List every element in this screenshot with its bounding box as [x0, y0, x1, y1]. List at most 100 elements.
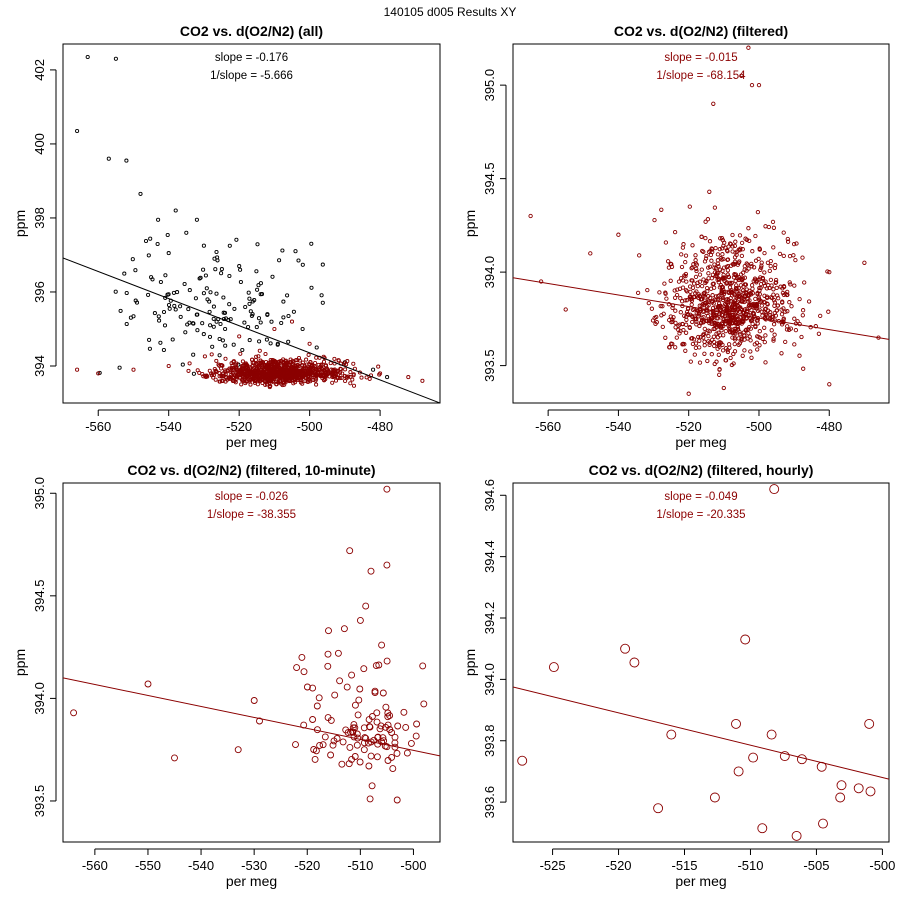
data-point	[281, 299, 286, 304]
data-point	[147, 337, 152, 342]
data-point	[770, 219, 776, 225]
y-tick-label: 393.5	[482, 349, 497, 382]
data-point	[750, 249, 755, 254]
data-point	[736, 260, 741, 265]
data-point	[704, 285, 710, 291]
data-point	[413, 720, 421, 728]
data-point	[248, 365, 253, 370]
data-point	[739, 240, 745, 246]
data-point	[714, 272, 719, 277]
data-point	[781, 284, 787, 289]
data-point	[753, 296, 758, 302]
data-point	[696, 334, 701, 340]
data-point	[394, 722, 402, 730]
data-point	[694, 268, 699, 274]
data-point	[215, 258, 220, 263]
plot-frame	[62, 43, 441, 404]
data-point	[707, 320, 712, 326]
data-point	[802, 280, 807, 285]
data-point	[684, 309, 690, 315]
data-point	[213, 377, 218, 382]
data-point	[735, 325, 740, 330]
data-point	[690, 265, 695, 270]
data-point	[732, 341, 737, 347]
x-tick-label: -500	[869, 858, 895, 873]
data-point	[275, 363, 280, 368]
data-point	[747, 298, 752, 303]
data-point	[746, 226, 751, 231]
y-tick-label: 395.0	[482, 69, 497, 102]
data-point	[158, 340, 163, 345]
data-point	[305, 366, 310, 371]
data-point	[720, 348, 726, 353]
data-point	[766, 308, 771, 313]
data-point	[714, 341, 720, 346]
x-tick-label: -510	[737, 858, 763, 873]
data-point	[281, 357, 286, 362]
data-point	[769, 484, 780, 495]
data-point	[769, 283, 774, 288]
data-point	[246, 367, 251, 372]
data-point	[247, 301, 252, 306]
data-point	[827, 269, 832, 275]
data-point	[255, 287, 260, 292]
data-point	[312, 364, 317, 369]
x-tick-label: -550	[135, 858, 161, 873]
data-point	[768, 277, 774, 283]
x-axis-label: per meg	[675, 434, 726, 450]
data-point	[761, 299, 767, 305]
data-point	[219, 271, 224, 276]
data-point	[246, 324, 251, 330]
data-point	[714, 359, 719, 364]
x-tick-label: -500	[400, 858, 426, 873]
data-point	[275, 341, 280, 346]
data-point	[310, 373, 316, 378]
data-point	[360, 665, 368, 673]
data-point	[517, 755, 528, 766]
data-point	[862, 260, 867, 265]
data-point	[736, 277, 742, 282]
data-point	[726, 342, 732, 347]
data-point	[367, 376, 372, 381]
data-point	[266, 361, 271, 366]
data-point	[266, 371, 271, 376]
data-point	[865, 786, 876, 797]
data-point	[693, 258, 698, 263]
data-point	[324, 650, 332, 658]
data-point	[208, 323, 213, 328]
data-point	[314, 345, 319, 350]
data-point	[785, 292, 790, 297]
panel-title: CO2 vs. d(O2/N2) (filtered, hourly)	[589, 462, 814, 478]
data-point	[754, 340, 760, 345]
data-point	[747, 238, 752, 244]
data-point	[184, 230, 189, 235]
data-point	[668, 261, 673, 266]
data-point	[376, 725, 384, 733]
data-point	[333, 735, 341, 742]
data-point	[185, 322, 190, 327]
data-point	[694, 289, 699, 294]
data-point	[670, 341, 675, 347]
data-point	[718, 340, 724, 346]
data-point	[299, 374, 304, 379]
data-point	[755, 308, 761, 314]
data-point	[792, 283, 797, 288]
data-point	[227, 273, 232, 279]
data-point	[711, 285, 717, 290]
data-point	[391, 739, 399, 747]
data-point	[247, 296, 252, 301]
y-axis-label: ppm	[462, 649, 478, 676]
data-point	[784, 327, 790, 332]
data-point	[684, 314, 689, 319]
data-point	[294, 367, 299, 372]
data-point	[347, 728, 355, 736]
data-point	[688, 289, 693, 295]
data-point	[717, 372, 722, 377]
data-point	[799, 334, 804, 340]
data-point	[366, 723, 373, 731]
data-point	[749, 283, 755, 288]
data-point	[769, 328, 774, 333]
x-tick-label: -530	[241, 858, 267, 873]
data-point	[315, 694, 323, 702]
data-point	[707, 329, 713, 334]
